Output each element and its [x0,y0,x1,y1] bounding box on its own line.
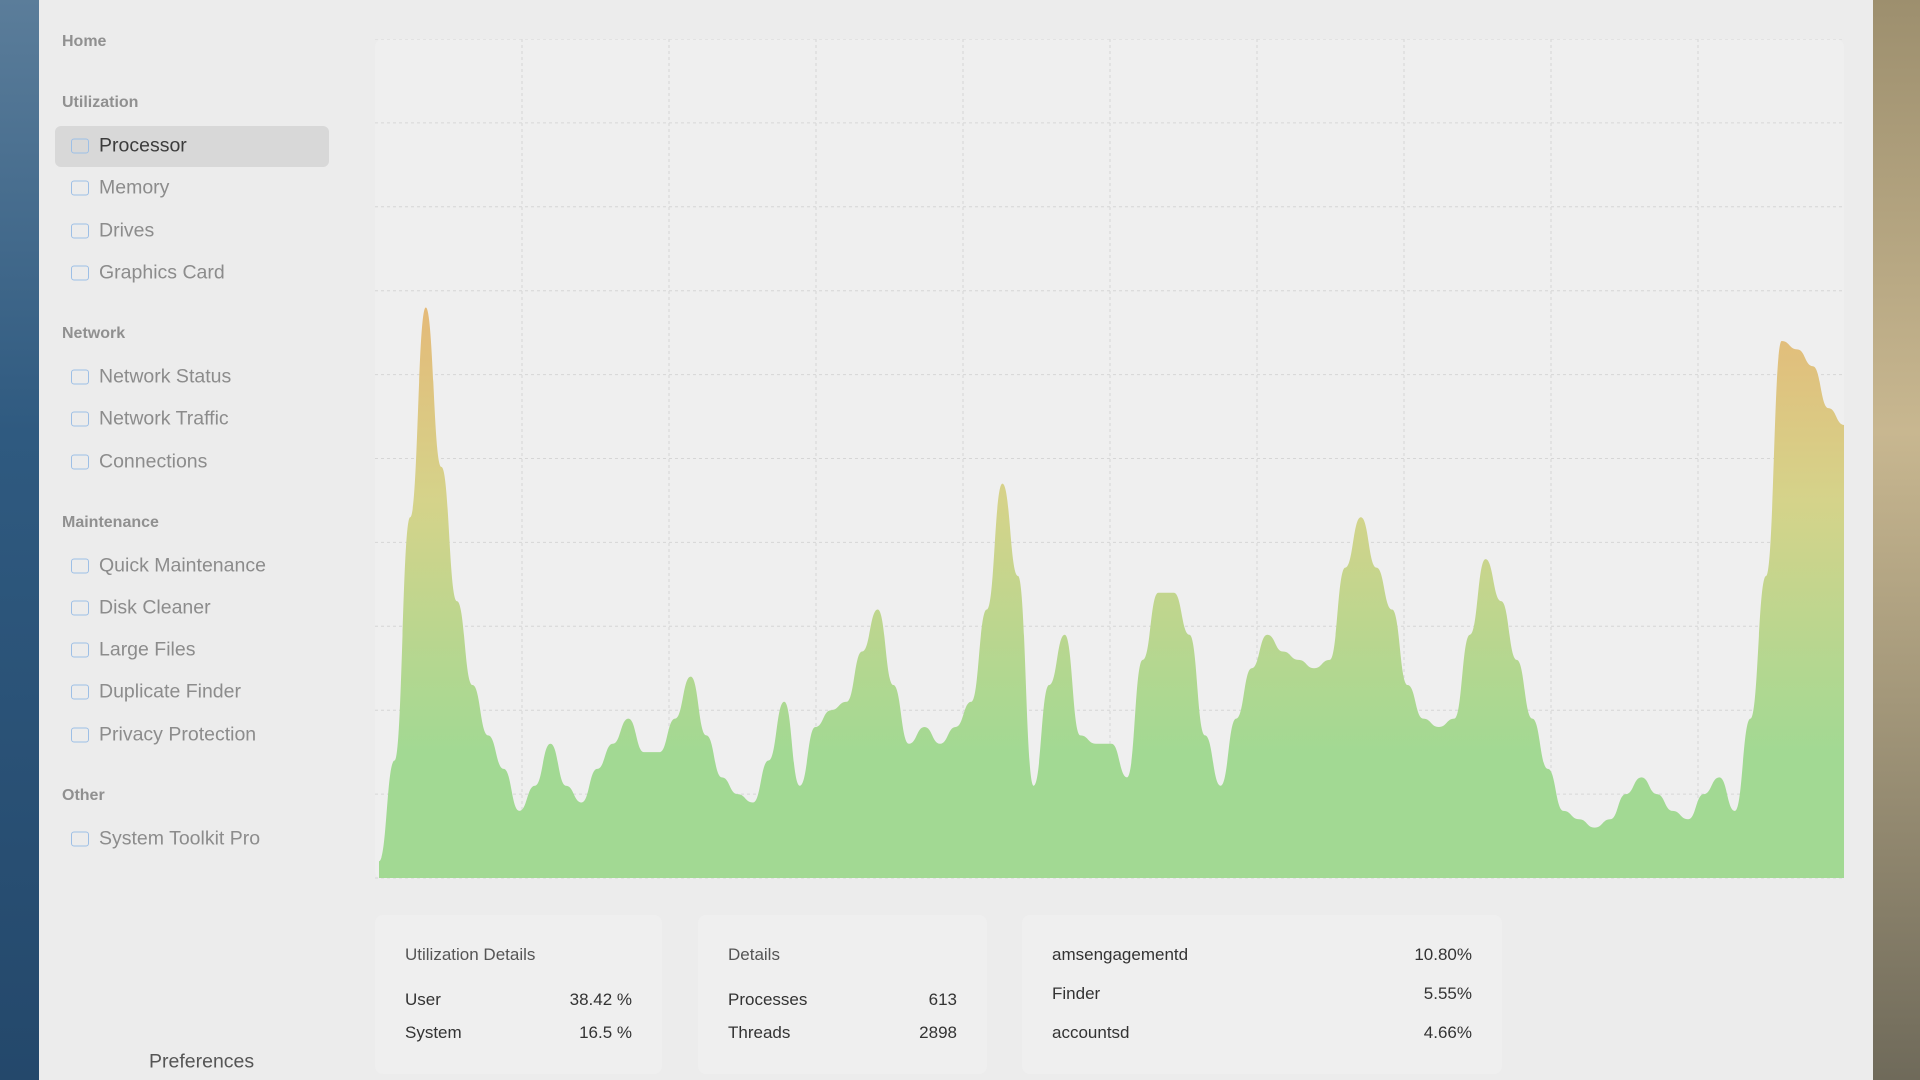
nav-icon [71,831,89,847]
nav-icon [71,454,89,469]
row-label: amsengagementd [1052,945,1189,964]
row-label: Processes [728,990,808,1009]
row-value: 38.42 % [569,990,632,1009]
nav-item[interactable]: Connections [99,450,208,472]
nav-icon [71,727,89,743]
nav-item[interactable]: Network Traffic [99,407,229,430]
cpu-chart [375,39,1844,879]
nav-icon [71,138,89,154]
row-label: accountsd [1052,1023,1130,1042]
info-card: amsengagementd 10.80% Finder 5.55% accountsd… [1022,915,1502,1074]
row-value: 4.66% [1423,1023,1472,1042]
nav-item[interactable]: Drives [99,219,155,242]
section-header: Maintenance [62,513,159,531]
section-header: Other [62,786,105,804]
nav-icon [71,642,89,658]
selection-highlight [55,126,329,167]
nav-item[interactable]: Memory [99,176,170,199]
nav-icon [71,223,89,239]
row-label: Threads [728,1023,791,1042]
card-title: Details [728,945,780,964]
nav-icon [71,180,89,196]
nav-home[interactable]: Home [62,33,107,50]
nav-icon [71,265,89,281]
row-value: 613 [928,990,957,1009]
section-header: Utilization [62,94,139,111]
nav-icon [71,684,89,700]
nav-icon [71,411,89,427]
nav-item[interactable]: Privacy Protection [99,723,257,746]
nav-icon [71,558,89,573]
nav-icon [71,600,89,616]
section-header: Network [62,324,126,342]
nav-item[interactable]: Disk Cleaner [99,596,211,619]
row-label: System [405,1023,462,1042]
nav-icon [71,369,89,385]
info-card: Details Processes 613 Threads 2898 [698,915,987,1074]
row-label: User [405,990,441,1009]
cpu-area [379,307,1844,879]
row-value: 16.5 % [579,1023,632,1042]
desktop-background [1873,0,1920,1080]
card-title: Utilization Details [405,945,536,964]
nav-item[interactable]: Quick Maintenance [99,554,266,576]
nav-item[interactable]: Processor [99,134,187,157]
nav-item[interactable]: Duplicate Finder [99,680,241,703]
row-value: 5.55% [1423,984,1472,1003]
row-value: 2898 [919,1023,957,1042]
nav-item[interactable]: System Toolkit Pro [99,827,261,850]
preferences-button[interactable]: Preferences [149,1050,255,1073]
row-label: Finder [1052,984,1101,1003]
app-window: Home Utilization Processor Memory Drives Grap… [39,0,1873,1080]
row-value: 10.80% [1414,945,1472,964]
nav-item[interactable]: Large Files [99,638,196,661]
nav-item[interactable]: Graphics Card [99,261,225,284]
info-card: Utilization Details User 38.42 % System 16.5… [375,915,662,1074]
nav-item[interactable]: Network Status [99,365,232,388]
